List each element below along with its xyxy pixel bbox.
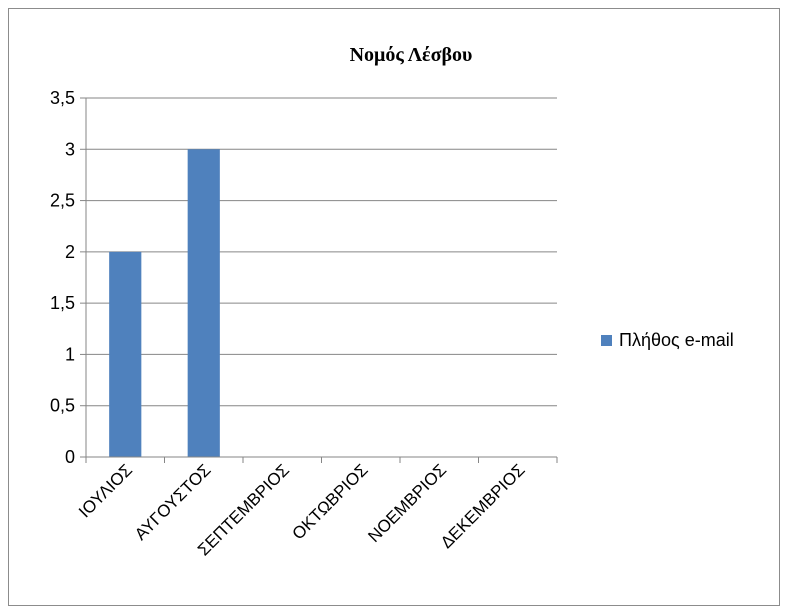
y-axis-ticks: 0 0,5 1 1,5 2 2,5 3 3,5	[50, 88, 86, 467]
bar	[109, 251, 142, 457]
y-tick-label: 1,5	[50, 293, 75, 313]
y-tick-label: 1	[65, 344, 75, 364]
bars	[109, 149, 220, 458]
y-tick-label: 2,5	[50, 191, 75, 211]
x-category-label: ΟΚΤΩΒΡΙΟΣ	[289, 460, 372, 543]
chart-frame: Νομός Λέσβου 0 0,5 1 1,5 2 2,5 3 3,5 ΙΟΥΛΙΟΣ ΑΥΓ…	[8, 8, 780, 606]
legend-label: Πλήθος e-mail	[619, 330, 734, 350]
axes	[85, 98, 557, 458]
x-category-label: ΔΕΚΕΜΒΡΙΟΣ	[437, 460, 529, 552]
y-tick-label: 3	[65, 139, 75, 159]
grid-lines	[86, 97, 557, 407]
legend: Πλήθος e-mail	[601, 330, 734, 350]
x-axis-ticks: ΙΟΥΛΙΟΣΑΥΓΟΥΣΤΟΣΣΕΠΤΕΜΒΡΙΟΣΟΚΤΩΒΡΙΟΣΝΟΕΜ…	[75, 457, 558, 559]
bar	[187, 149, 220, 458]
y-tick-label: 2	[65, 242, 75, 262]
y-tick-label: 0,5	[50, 396, 75, 416]
x-category-label: ΑΥΓΟΥΣΤΟΣ	[131, 460, 215, 544]
chart-title: Νομός Λέσβου	[350, 44, 473, 66]
x-category-label: ΝΟΕΜΒΡΙΟΣ	[364, 460, 450, 546]
x-category-label: ΙΟΥΛΙΟΣ	[75, 460, 136, 521]
y-tick-label: 3,5	[50, 88, 75, 108]
y-tick-label: 0	[65, 447, 75, 467]
bar-chart: Νομός Λέσβου 0 0,5 1 1,5 2 2,5 3 3,5 ΙΟΥΛΙΟΣΑΥΓ…	[50, 44, 734, 559]
legend-swatch	[601, 335, 612, 346]
